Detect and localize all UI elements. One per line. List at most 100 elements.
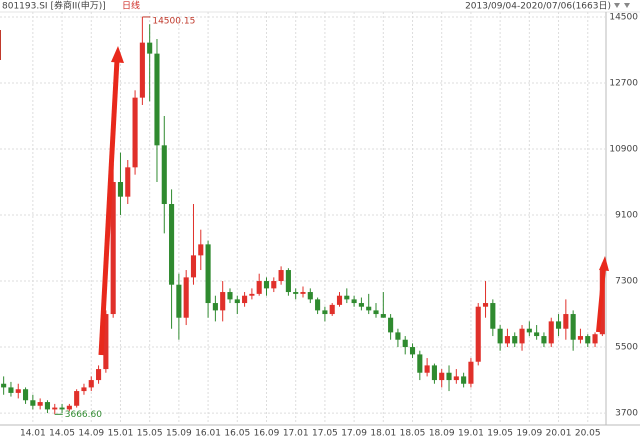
candle-body <box>117 182 124 197</box>
candle-body <box>1 383 7 388</box>
candle-body <box>351 299 357 304</box>
x-tick-label: 17.01 <box>283 429 309 439</box>
x-tick-label: 19.01 <box>458 429 484 439</box>
candle-body <box>446 372 452 381</box>
date-range: 2013/09/04-2020/07/06(1663日) <box>465 1 611 12</box>
candle-body <box>139 42 145 98</box>
candle-body <box>329 304 335 315</box>
candle-body <box>190 255 197 278</box>
x-tick-label: 15.01 <box>108 429 134 439</box>
candle-body <box>439 372 445 381</box>
candle-body <box>81 387 87 392</box>
dropdown-icon[interactable] <box>614 3 620 8</box>
x-tick-label: 16.09 <box>254 429 280 439</box>
candle-body <box>468 361 474 384</box>
candle-body <box>548 321 554 344</box>
candle-body <box>132 97 138 168</box>
annotation-label: 14500.15 <box>152 16 195 26</box>
candle-body <box>504 336 510 344</box>
candle-body <box>592 334 598 344</box>
x-tick-label: 17.05 <box>312 429 338 439</box>
candle-body <box>431 365 437 381</box>
candle-body <box>59 407 65 410</box>
candle-body <box>358 303 364 307</box>
x-tick-label: 19.09 <box>516 429 542 439</box>
x-tick-label: 16.01 <box>195 429 221 439</box>
candle-body <box>388 317 394 333</box>
arrow <box>596 256 609 333</box>
candle-body <box>96 369 102 381</box>
candle-body <box>74 391 80 406</box>
arrow <box>98 46 124 356</box>
candle-body <box>66 405 72 410</box>
candle-body <box>154 53 160 146</box>
y-tick-label: 3700 <box>615 409 638 419</box>
candle-body <box>103 314 109 370</box>
x-tick-label: 14.09 <box>78 429 104 439</box>
candle-body <box>30 400 36 406</box>
candle-body <box>88 380 94 388</box>
candle-body <box>271 281 277 289</box>
candle-body <box>37 402 43 406</box>
y-tick-label: 10900 <box>609 144 638 154</box>
candle-body <box>424 365 430 373</box>
dropdown-icon[interactable] <box>624 3 630 8</box>
candle-body <box>15 389 21 393</box>
candle-body <box>519 328 525 344</box>
candle-body <box>563 314 569 329</box>
candle-body <box>205 244 211 304</box>
x-tick-label: 18.05 <box>400 429 426 439</box>
candle-body <box>125 167 131 197</box>
candle-body <box>52 407 58 410</box>
candle-body <box>256 281 262 294</box>
y-tick-label: 12700 <box>609 78 638 88</box>
candle-body <box>475 306 481 362</box>
candle-body <box>577 336 584 340</box>
candle-body <box>322 310 328 315</box>
candle-body <box>22 389 29 401</box>
x-tick-label: 19.05 <box>487 429 513 439</box>
candle-body <box>242 295 248 304</box>
candle-body <box>315 299 321 311</box>
candle-body <box>570 314 576 340</box>
code-name: 801193.SI [券商II(申万)] <box>2 0 106 12</box>
candle-body <box>497 328 503 344</box>
x-tick-label: 18.01 <box>370 429 396 439</box>
candle-body <box>344 295 350 300</box>
candle-body <box>585 336 591 344</box>
candle-body <box>555 321 562 329</box>
y-tick-label: 9100 <box>615 211 638 221</box>
x-tick-label: 16.05 <box>224 429 250 439</box>
candle-body <box>336 295 343 305</box>
candle-body <box>227 292 233 300</box>
candle-body <box>183 277 189 318</box>
x-tick-label: 20.01 <box>546 429 572 439</box>
candle-body <box>110 182 116 315</box>
candle-body <box>44 402 51 410</box>
candle-body <box>263 281 270 289</box>
candle-body <box>380 314 386 318</box>
x-tick-label: 18.09 <box>429 429 455 439</box>
candle-body <box>169 204 175 285</box>
annotation-label: 3666.60 <box>65 410 102 420</box>
x-tick-label: 17.09 <box>341 429 367 439</box>
candle-body <box>249 293 255 296</box>
candle-body <box>512 336 518 344</box>
candle-body <box>234 299 240 304</box>
x-tick-label: 15.09 <box>166 429 192 439</box>
candle-body <box>373 310 379 315</box>
candle-body <box>453 376 459 381</box>
candle-body <box>147 42 153 54</box>
candle-body <box>198 244 204 256</box>
y-tick-label: 14500 <box>609 12 638 22</box>
candle-body <box>300 292 306 294</box>
candle-body <box>417 354 423 373</box>
candle-body <box>461 376 467 384</box>
candle-body <box>534 332 540 337</box>
candle-body <box>212 303 218 311</box>
candle-body <box>8 387 14 393</box>
candle-body <box>409 347 416 355</box>
candle-body <box>278 270 284 282</box>
